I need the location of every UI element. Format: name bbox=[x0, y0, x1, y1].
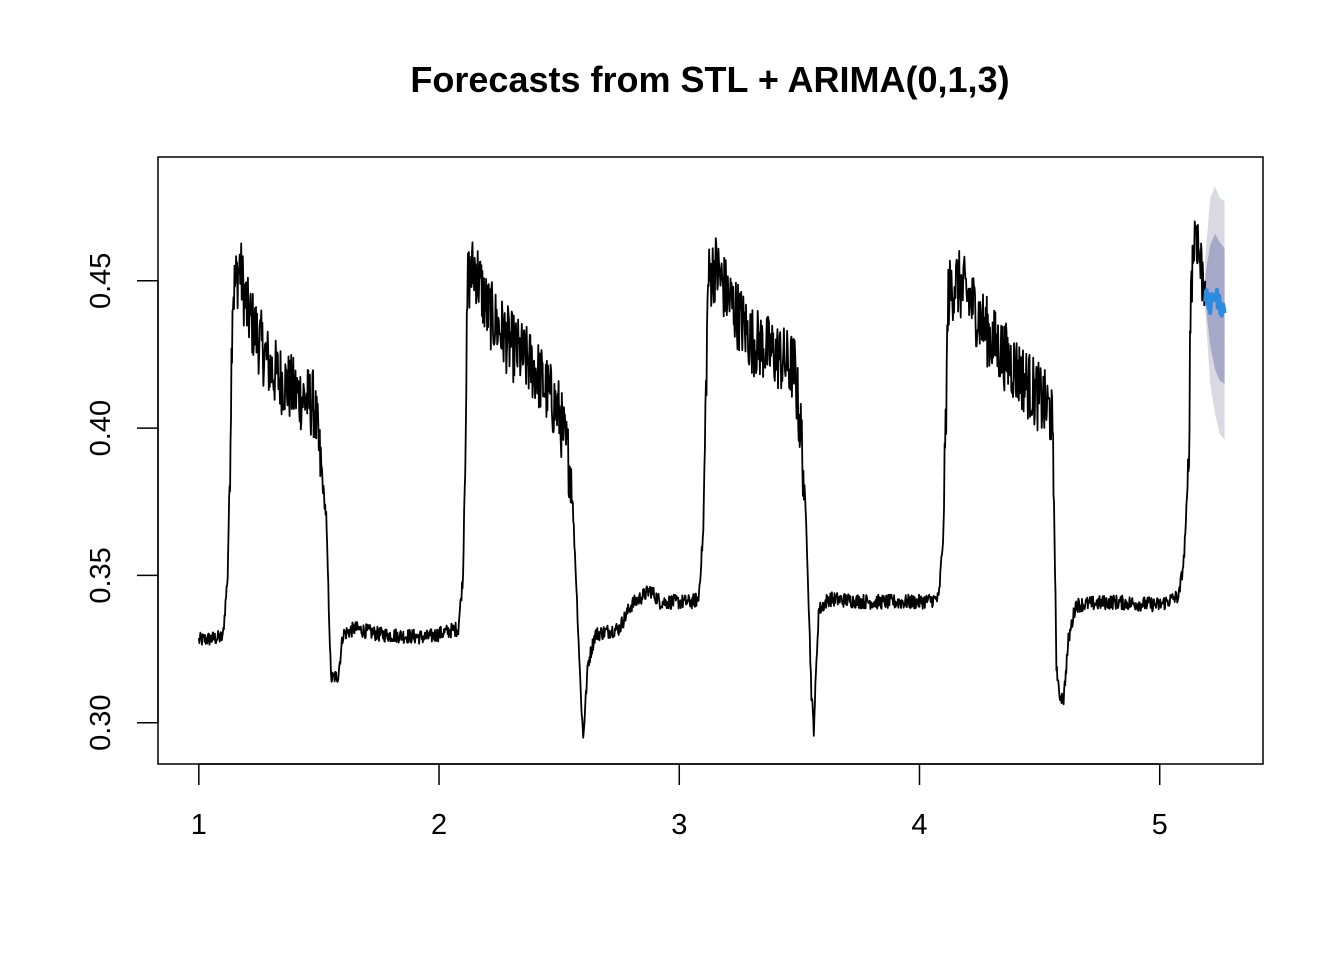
plot-frame bbox=[157, 156, 1264, 765]
observed-series bbox=[197, 220, 1207, 739]
x-tick-label: 1 bbox=[191, 809, 207, 841]
x-tick-label: 4 bbox=[911, 809, 927, 841]
forecast-series bbox=[1203, 287, 1227, 318]
x-tick-label: 5 bbox=[1152, 809, 1168, 841]
prediction-interval-80 bbox=[1205, 233, 1225, 384]
y-tick-label: 0.45 bbox=[85, 253, 117, 309]
x-tick-label: 3 bbox=[671, 809, 687, 841]
y-tick-label: 0.40 bbox=[85, 400, 117, 456]
x-tick-label: 2 bbox=[431, 809, 447, 841]
chart-title: Forecasts from STL + ARIMA(0,1,3) bbox=[410, 59, 1009, 100]
observed-line bbox=[197, 220, 1207, 739]
pi80-band bbox=[1205, 233, 1225, 384]
forecast-line bbox=[1203, 287, 1227, 318]
x-axis: 1 2 3 4 5 bbox=[191, 763, 1168, 841]
y-tick-label: 0.30 bbox=[85, 694, 117, 750]
y-tick-label: 0.35 bbox=[85, 547, 117, 603]
y-axis: 0.30 0.35 0.40 0.45 bbox=[85, 253, 159, 751]
